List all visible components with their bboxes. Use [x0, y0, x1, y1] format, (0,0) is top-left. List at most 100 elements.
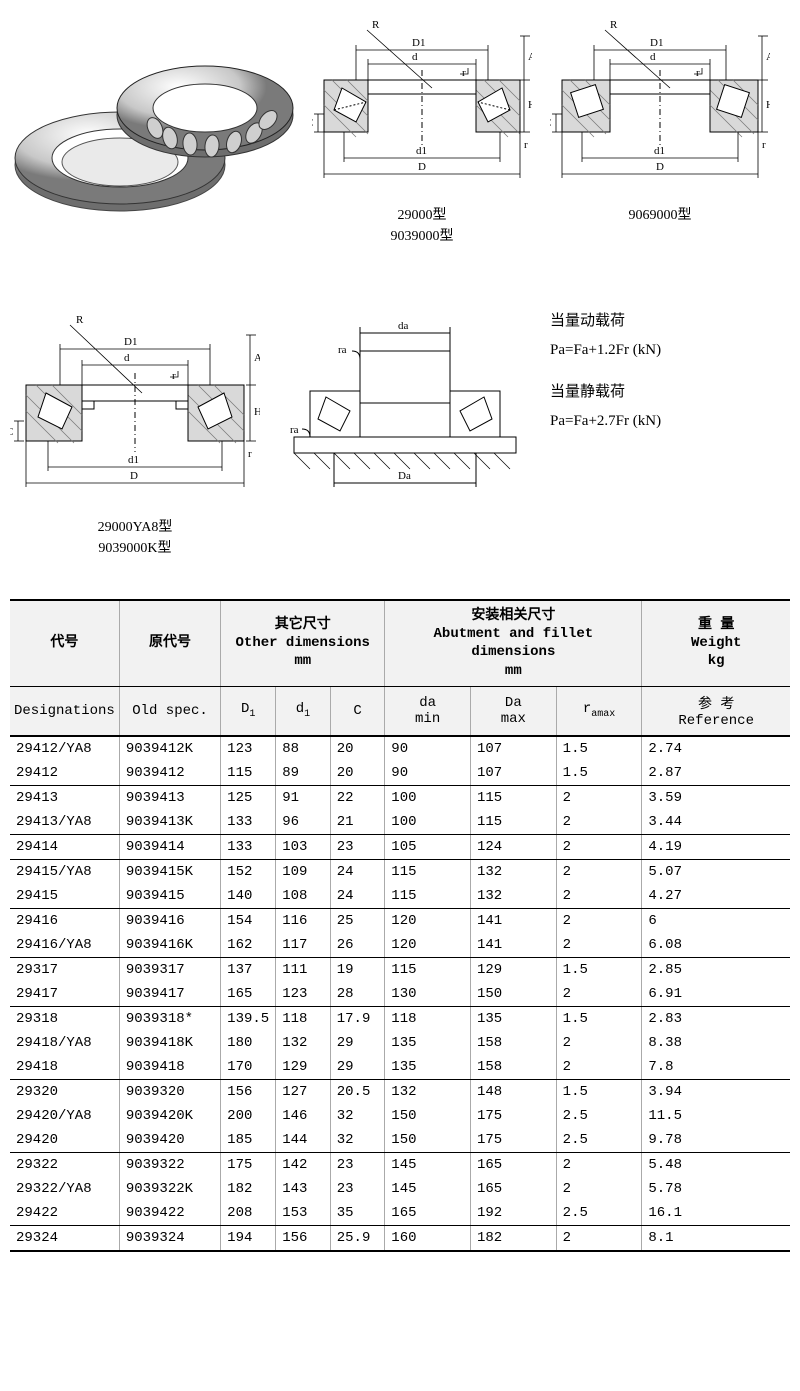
table-cell: 132 — [385, 1079, 471, 1104]
table-cell: 2.5 — [556, 1201, 642, 1226]
table-cell: 185 — [221, 1128, 276, 1153]
table-cell: 9039418 — [119, 1055, 220, 1080]
table-cell: 170 — [221, 1055, 276, 1080]
table-cell: 9039412K — [119, 736, 220, 761]
table-cell: 24 — [330, 884, 385, 909]
svg-text:r: r — [696, 67, 700, 79]
table-cell: 111 — [276, 957, 331, 982]
table-cell: 129 — [470, 957, 556, 982]
table-cell: 2 — [556, 859, 642, 884]
th2-designations: Designations — [10, 686, 119, 736]
table-row: 29324903932419415625.916018228.1 — [10, 1225, 790, 1251]
table-cell: 123 — [276, 982, 331, 1007]
caption-9069000: 9069000型 — [629, 208, 692, 223]
table-cell: 29322 — [10, 1152, 119, 1177]
table-cell: 23 — [330, 1152, 385, 1177]
table-cell: 132 — [276, 1031, 331, 1055]
table-cell: 135 — [470, 1006, 556, 1031]
table-cell: 29320 — [10, 1079, 119, 1104]
table-cell: 9039420K — [119, 1104, 220, 1128]
table-cell: 140 — [221, 884, 276, 909]
svg-text:C: C — [312, 117, 313, 129]
table-cell: 28 — [330, 982, 385, 1007]
table-cell: 2.87 — [642, 761, 790, 786]
table-cell: 29317 — [10, 957, 119, 982]
table-cell: 107 — [470, 736, 556, 761]
table-cell: 137 — [221, 957, 276, 982]
formula-dynamic-label: 当量动载荷 — [550, 307, 661, 336]
table-cell: 124 — [470, 834, 556, 859]
th2-ra: ramax — [556, 686, 642, 736]
formula-static: Pa=Fa+2.7Fr (kN) — [550, 407, 661, 436]
svg-text:ra: ra — [290, 424, 299, 436]
table-cell: 29413 — [10, 785, 119, 810]
table-cell: 2 — [556, 1031, 642, 1055]
schematic-29000ya8: R D1 d r A H C r d1 D 29000YA8型9039000K型 — [10, 307, 260, 559]
table-cell: 32 — [330, 1104, 385, 1128]
table-cell: 88 — [276, 736, 331, 761]
table-cell: 2 — [556, 884, 642, 909]
table-cell: 115 — [385, 859, 471, 884]
table-row: 294209039420185144321501752.59.78 — [10, 1128, 790, 1153]
caption-29000ya8-line1: 29000YA8型 — [98, 520, 173, 535]
svg-text:r: r — [762, 139, 766, 151]
table-cell: 175 — [470, 1104, 556, 1128]
schematic-mounting: ra ra da Da — [290, 307, 520, 497]
svg-text:H: H — [254, 406, 260, 418]
table-cell: 29322/YA8 — [10, 1177, 119, 1201]
bearing-spec-table: 代号 原代号 其它尺寸Other dimensionsmm 安装相关尺寸Abut… — [10, 599, 790, 1252]
table-cell: 7.8 — [642, 1055, 790, 1080]
table-row: 29412/YA89039412K1238820901071.52.74 — [10, 736, 790, 761]
table-cell: 9039413K — [119, 810, 220, 835]
svg-text:A: A — [254, 352, 260, 364]
th2-ref: 参 考Reference — [642, 686, 790, 736]
th-abutment-dims: 安装相关尺寸Abutment and fillet dimensionsmm — [385, 600, 642, 686]
svg-text:Da: Da — [398, 470, 411, 482]
table-cell: 9039416K — [119, 933, 220, 958]
svg-text:D1: D1 — [124, 336, 137, 348]
table-cell: 2 — [556, 1055, 642, 1080]
table-cell: 24 — [330, 859, 385, 884]
table-cell: 25 — [330, 908, 385, 933]
table-cell: 9039318* — [119, 1006, 220, 1031]
table-cell: 5.48 — [642, 1152, 790, 1177]
th2-da: damin — [385, 686, 471, 736]
th2-D1: D1 — [221, 686, 276, 736]
table-cell: 29412/YA8 — [10, 736, 119, 761]
table-cell: 100 — [385, 810, 471, 835]
svg-text:d: d — [412, 51, 418, 63]
table-cell: 129 — [276, 1055, 331, 1080]
table-row: 293189039318*139.511817.91181351.52.83 — [10, 1006, 790, 1031]
table-cell: 142 — [276, 1152, 331, 1177]
table-cell: 123 — [221, 736, 276, 761]
table-cell: 1.5 — [556, 1006, 642, 1031]
table-cell: 105 — [385, 834, 471, 859]
table-cell: 156 — [221, 1079, 276, 1104]
table-cell: 23 — [330, 834, 385, 859]
svg-text:A: A — [766, 51, 770, 63]
table-cell: 9039415K — [119, 859, 220, 884]
th-other-dims: 其它尺寸Other dimensionsmm — [221, 600, 385, 686]
svg-text:R: R — [76, 314, 84, 326]
table-row: 2941790394171651232813015026.91 — [10, 982, 790, 1007]
svg-text:D: D — [656, 161, 664, 173]
svg-text:D1: D1 — [412, 37, 425, 49]
svg-text:C: C — [10, 426, 13, 438]
table-cell: 145 — [385, 1177, 471, 1201]
table-cell: 2 — [556, 834, 642, 859]
table-cell: 9039422 — [119, 1201, 220, 1226]
table-cell: 4.27 — [642, 884, 790, 909]
table-cell: 9039413 — [119, 785, 220, 810]
table-cell: 6 — [642, 908, 790, 933]
table-cell: 2 — [556, 1177, 642, 1201]
table-cell: 17.9 — [330, 1006, 385, 1031]
table-cell: 130 — [385, 982, 471, 1007]
table-cell: 22 — [330, 785, 385, 810]
table-body: 29412/YA89039412K1238820901071.52.742941… — [10, 736, 790, 1251]
table-row: 2941490394141331032310512424.19 — [10, 834, 790, 859]
table-cell: 29420 — [10, 1128, 119, 1153]
table-cell: 2 — [556, 982, 642, 1007]
table-cell: 145 — [385, 1152, 471, 1177]
table-cell: 152 — [221, 859, 276, 884]
table-cell: 2.83 — [642, 1006, 790, 1031]
